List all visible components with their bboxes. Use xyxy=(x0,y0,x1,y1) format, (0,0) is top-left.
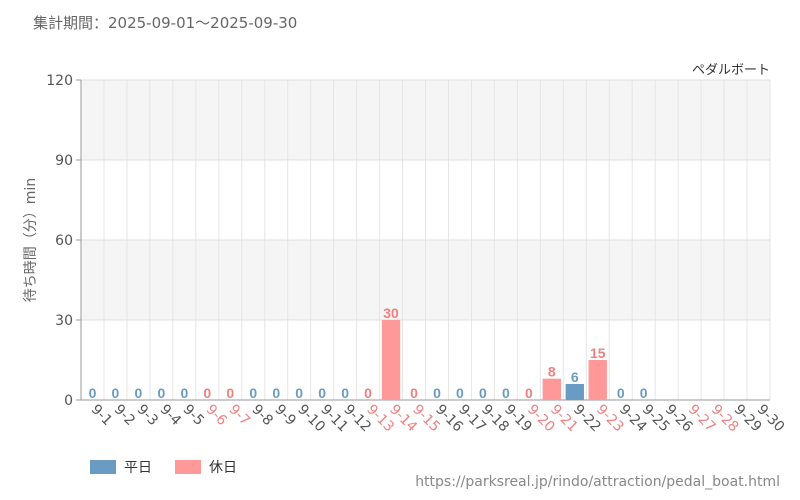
data-label: 0 xyxy=(640,385,648,401)
data-label: 0 xyxy=(295,385,303,401)
y-tick-labels: 0 30 60 90 120 xyxy=(46,73,73,409)
data-label: 0 xyxy=(203,385,211,401)
data-label: 0 xyxy=(433,385,441,401)
data-label: 0 xyxy=(112,385,120,401)
legend-holiday-swatch xyxy=(175,460,201,474)
data-label: 0 xyxy=(135,385,143,401)
data-label: 0 xyxy=(525,385,533,401)
bar xyxy=(542,378,562,400)
data-label: 0 xyxy=(157,385,165,401)
data-label: 0 xyxy=(226,385,234,401)
x-tick-label: 9-4 xyxy=(157,402,185,430)
y-tick-label: 90 xyxy=(55,153,73,169)
bar xyxy=(381,320,401,400)
data-label: 0 xyxy=(410,385,418,401)
x-tick-labels: 9-19-29-39-49-59-69-79-89-99-109-119-129… xyxy=(88,402,788,436)
data-label: 6 xyxy=(571,369,579,385)
legend-holiday: 休日 xyxy=(175,458,237,476)
chart-title: ペダルボート xyxy=(692,63,770,78)
x-tick-label: 9-6 xyxy=(202,402,230,430)
data-label: 0 xyxy=(341,385,349,401)
legend-weekday: 平日 xyxy=(90,458,152,476)
bar xyxy=(588,360,607,400)
x-tick-label: 9-8 xyxy=(248,402,275,429)
period-label: 集計期間：2025-09-01～2025-09-30 xyxy=(33,14,298,32)
y-tick-label: 0 xyxy=(64,393,73,409)
data-label: 30 xyxy=(383,305,399,321)
x-tick-label: 9-1 xyxy=(88,402,115,429)
source-url: https://parksreal.jp/rindo/attraction/pe… xyxy=(415,474,780,490)
legend-weekday-label: 平日 xyxy=(124,460,152,476)
data-label: 0 xyxy=(89,385,97,401)
x-tick-label: 9-9 xyxy=(271,402,298,429)
data-label: 0 xyxy=(479,385,487,401)
x-tick-label: 9-2 xyxy=(111,402,138,429)
y-axis-label: 待ち時間（分）min xyxy=(23,178,39,302)
bars xyxy=(381,320,607,400)
data-label: 15 xyxy=(590,345,606,361)
y-tick-label: 60 xyxy=(55,233,73,249)
data-label: 0 xyxy=(180,385,188,401)
data-label: 0 xyxy=(318,385,326,401)
y-tick-label: 30 xyxy=(55,313,73,329)
legend-holiday-label: 休日 xyxy=(209,460,237,476)
data-label: 0 xyxy=(502,385,510,401)
data-label: 0 xyxy=(364,385,372,401)
data-label: 0 xyxy=(456,385,464,401)
data-label: 0 xyxy=(272,385,280,401)
legend-weekday-swatch xyxy=(90,460,116,474)
x-tick-label: 9-7 xyxy=(225,402,252,429)
x-tick-label: 9-3 xyxy=(134,402,161,429)
y-tick-label: 120 xyxy=(46,73,73,89)
axes xyxy=(76,79,770,401)
bar xyxy=(565,384,584,400)
data-label: 0 xyxy=(249,385,257,401)
data-label: 8 xyxy=(548,364,556,380)
x-tick-label: 9-5 xyxy=(180,402,207,429)
data-label: 0 xyxy=(617,385,625,401)
